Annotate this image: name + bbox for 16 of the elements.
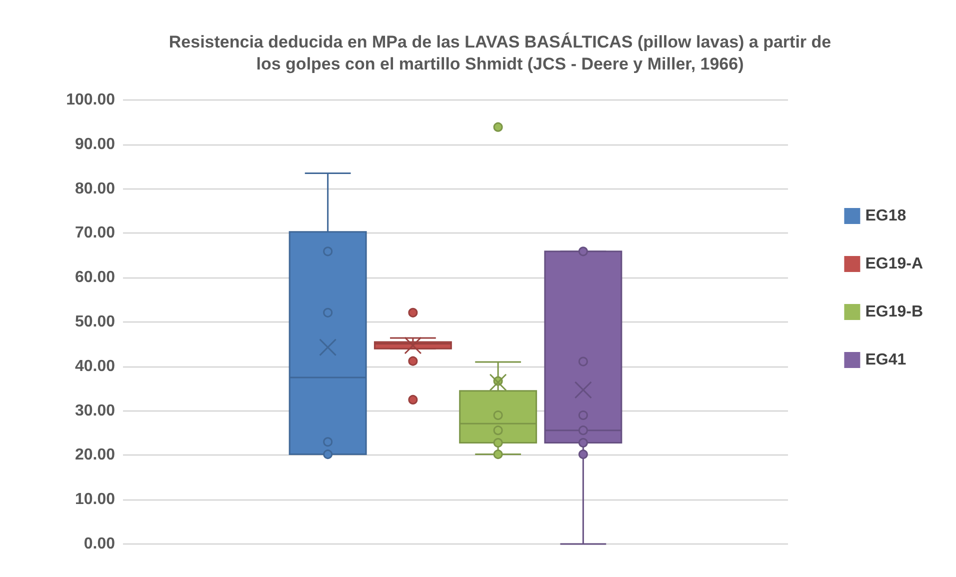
y-tick-label: 100.00 xyxy=(66,92,116,108)
y-tick-label: 80.00 xyxy=(74,180,116,198)
y-tick-label: 70.00 xyxy=(74,224,116,242)
y-tick-label: 30.00 xyxy=(74,402,116,420)
legend-label: EG19-A xyxy=(865,256,924,272)
y-tick-label: 20.00 xyxy=(74,446,116,464)
y-tick-label: 50.00 xyxy=(74,314,116,330)
legend-label: EG41 xyxy=(865,352,906,368)
y-tick-label: 60.00 xyxy=(74,269,116,286)
legend-label: EG19-B xyxy=(865,304,923,320)
y-tick-label: 0.00 xyxy=(84,536,116,552)
y-tick-label: 10.00 xyxy=(74,491,116,508)
y-tick-label: 40.00 xyxy=(74,358,116,375)
chart-title: Resistencia deducida en MPa de las LAVAS BASÁLTICAS (pillow lavas) a partir de los golpes con el martillo Shmidt (JCS - Deere y Miller, 1966) xyxy=(168,32,832,74)
legend-label: EG18 xyxy=(865,208,906,224)
y-tick-label: 90.00 xyxy=(74,136,116,153)
